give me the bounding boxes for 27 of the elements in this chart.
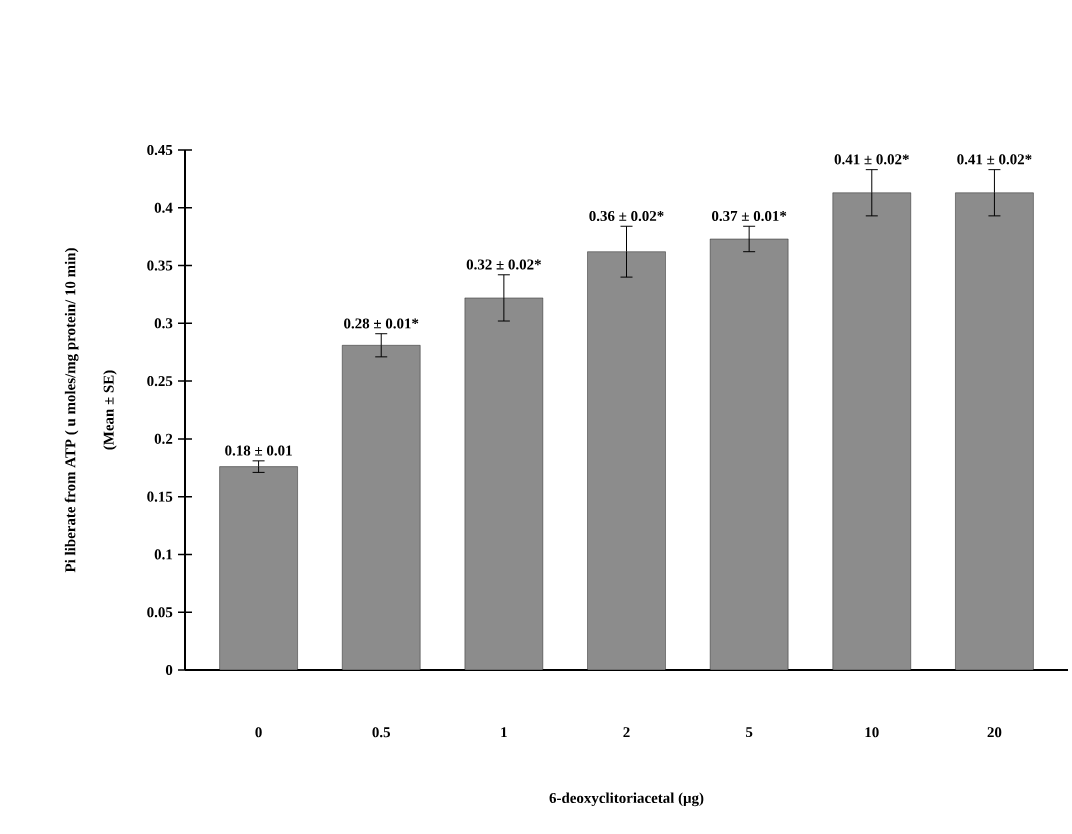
data-label: 0.32 ± 0.02* — [466, 259, 541, 270]
x-tick-label: 10 — [865, 727, 879, 738]
x-tick-label: 0.5 — [372, 727, 391, 738]
data-label: 0.37 ± 0.01* — [711, 210, 787, 222]
y-tick-label: 0.3 — [154, 318, 173, 329]
y-tick-label: 0.1 — [154, 549, 173, 560]
data-label: 0.28 ± 0.01* — [344, 318, 419, 329]
data-label: 0.41 ± 0.02* — [834, 154, 909, 165]
y-tick-label: 0.45 — [147, 144, 173, 156]
y-tick-label: 0 — [165, 664, 173, 676]
y-axis-title: Pi liberate from ATP ( u moles/mg protein/ 10 min) — [64, 248, 79, 573]
x-tick-label: 20 — [987, 727, 1002, 738]
data-label: 0.36 ± 0.02* — [589, 210, 664, 222]
x-axis-title: 6-deoxyclitoriacetal (μg) — [549, 792, 704, 807]
data-label: 0.18 ± 0.01 — [225, 445, 292, 456]
y-tick-label: 0.4 — [154, 202, 173, 213]
text: (Mean ± SE) — [103, 370, 117, 450]
x-tick-label: 5 — [746, 727, 753, 738]
x-tick-label: 1 — [501, 727, 507, 738]
x-tick-label: 2 — [623, 727, 630, 738]
y-tick-label: 0.15 — [147, 491, 173, 502]
x-tick-label: 0 — [255, 727, 262, 738]
data-label: 0.41 ± 0.02* — [957, 154, 1032, 165]
y-tick-label: 0.35 — [147, 260, 173, 271]
y-tick-label: 0.25 — [147, 376, 173, 387]
y-tick-label: 0.2 — [154, 433, 173, 444]
y-tick-label: 0.05 — [147, 607, 173, 618]
